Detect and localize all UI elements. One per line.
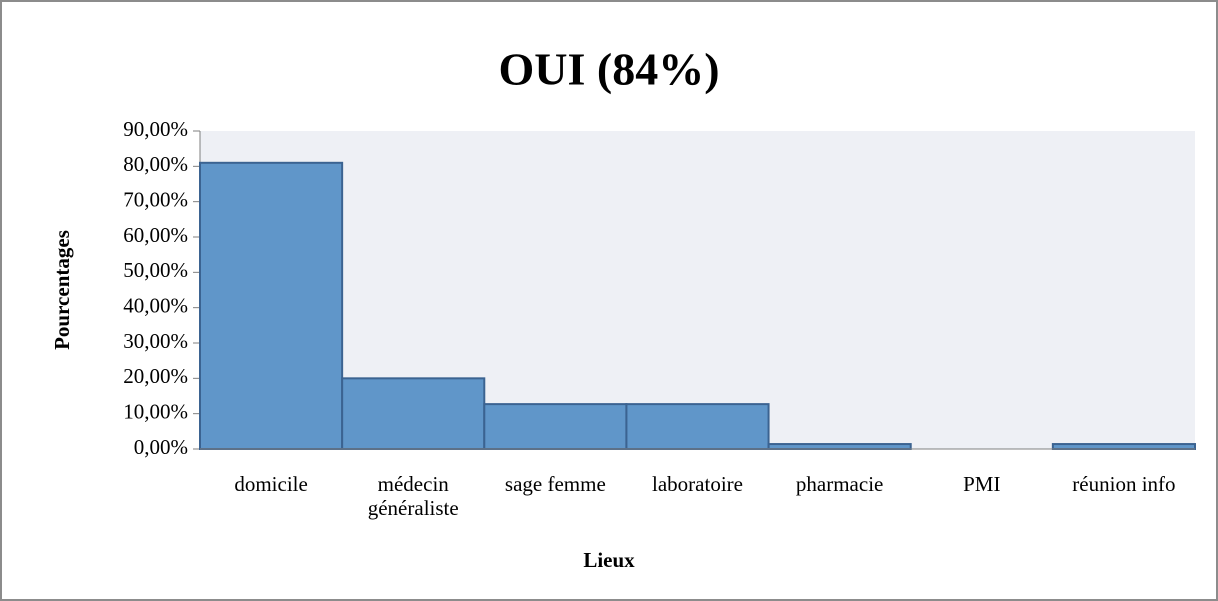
y-tick-label: 80,00% (123, 152, 188, 176)
bar (1051, 443, 1197, 451)
y-tick-label: 10,00% (123, 399, 188, 423)
bar (625, 403, 770, 451)
chart-title: OUI (84%) (498, 44, 719, 95)
bar (767, 443, 912, 451)
y-axis-label: Pourcentages (50, 230, 74, 350)
y-tick-label: 30,00% (123, 329, 188, 353)
x-tick-label: médecin généraliste (367, 472, 459, 520)
y-tick-label: 40,00% (123, 293, 188, 317)
x-tick-label: pharmacie (795, 472, 884, 496)
x-tick-label: PMI (963, 472, 1001, 496)
y-tick-label: 50,00% (123, 258, 188, 282)
x-tick-label: sage femme (504, 472, 606, 496)
y-tick-label: 20,00% (123, 364, 188, 388)
x-tick-label: réunion info (1072, 472, 1176, 496)
y-tick-label: 0,00% (134, 435, 188, 459)
x-axis-label: Lieux (583, 548, 635, 572)
bar (483, 403, 628, 451)
y-tick-label: 60,00% (123, 223, 188, 247)
y-tick-label: 70,00% (123, 187, 188, 211)
bar (341, 377, 486, 451)
x-tick-label: laboratoire (652, 472, 743, 496)
x-tick-label: domicile (234, 472, 308, 496)
bar (199, 161, 344, 451)
y-tick-label: 90,00% (123, 117, 188, 141)
